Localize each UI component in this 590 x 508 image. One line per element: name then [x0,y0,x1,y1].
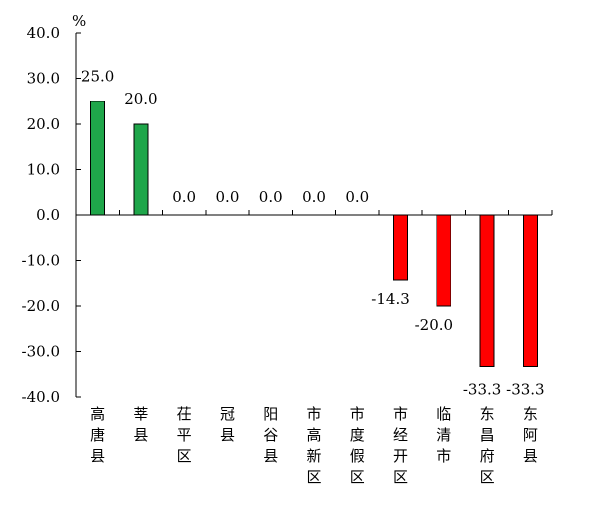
y-tick-label: 40.0 [27,24,60,42]
data-label-11: -33.3 [506,381,544,399]
y-tick-label: -20.0 [22,297,60,315]
y-tick-label: 30.0 [27,70,60,88]
data-label-5: 0.0 [259,188,283,206]
data-label-1: 25.0 [81,67,114,85]
bar-11 [522,214,538,367]
bar-9 [436,214,452,307]
category-label-10: 东昌府区 [480,405,495,486]
bar-2 [133,123,149,216]
y-tick-label: -30.0 [22,343,60,361]
category-labels: 高唐县 莘县 茌平区 冠县 阳谷县 市高新区 市度假区 市经开区 临清市 东昌府区 东阿县 [90,405,538,486]
y-tick-label: 20.0 [27,115,60,133]
category-label-3: 茌平区 [177,405,192,465]
category-label-5: 阳谷县 [263,405,278,465]
category-label-2: 莘县 [133,405,148,444]
category-label-7: 市度假区 [350,405,365,486]
y-unit-label: % [72,12,86,30]
data-label-8: -14.3 [371,290,409,308]
category-label-11: 东阿县 [523,405,538,465]
category-label-8: 市经开区 [393,405,408,486]
axes: 40.0 30.0 20.0 10.0 0.0 -10.0 -20.0 -30.0 -40.0 [22,24,553,406]
y-tick-label: 0.0 [36,206,60,224]
data-label-10: -33.3 [463,381,501,399]
data-label-4: 0.0 [216,188,240,206]
bar-1 [90,100,106,216]
category-label-6: 市高新区 [306,405,321,486]
category-label-4: 冠县 [220,405,235,444]
bar-10 [479,214,495,367]
data-label-2: 20.0 [124,90,157,108]
data-label-7: 0.0 [345,188,369,206]
category-label-9: 临清市 [436,405,451,465]
data-labels: 25.0 20.0 0.0 0.0 0.0 0.0 0.0 -14.3 -20.0 -33.3 -3… [81,67,545,398]
data-label-3: 0.0 [172,188,196,206]
y-tick-label: -10.0 [22,252,60,270]
y-tick-label: 10.0 [27,161,60,179]
y-tick-label: -40.0 [22,388,60,406]
data-label-9: -20.0 [415,316,453,334]
data-label-6: 0.0 [302,188,326,206]
category-label-1: 高唐县 [90,405,105,465]
bars [90,100,538,367]
bar-8 [393,214,408,281]
